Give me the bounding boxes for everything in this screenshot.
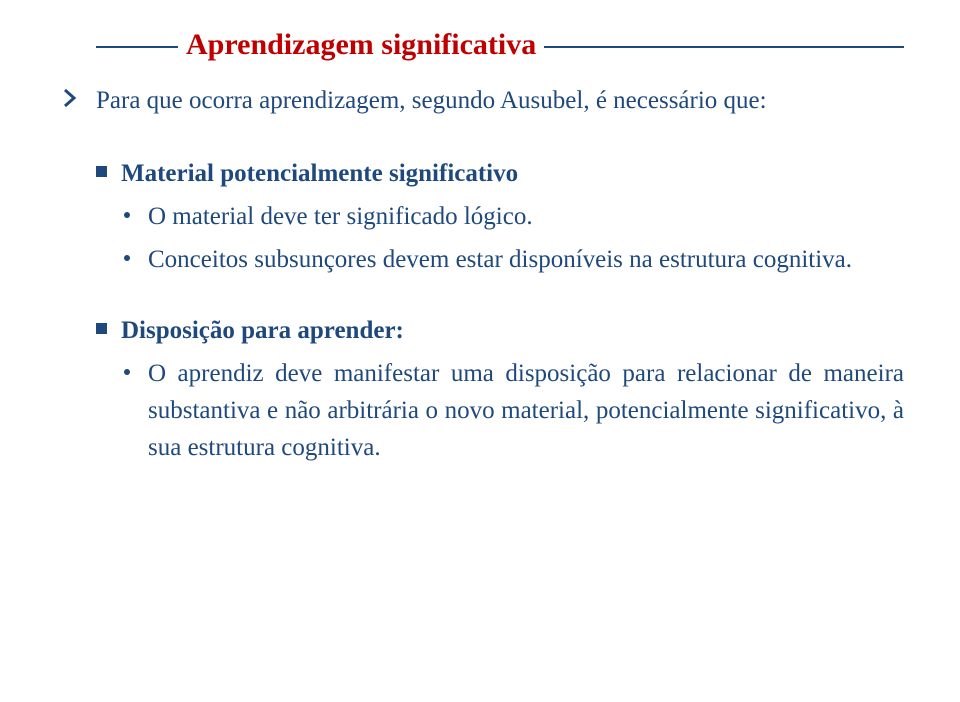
slide-title: Aprendizagem significativa xyxy=(186,28,536,62)
list-item-text: Conceitos subsunçores devem estar dispon… xyxy=(148,241,852,278)
square-bullet-icon xyxy=(96,166,107,177)
section1-list: O material deve ter significado lógico. … xyxy=(124,198,904,278)
title-line-left xyxy=(96,46,178,48)
section1-heading-row: Material potencialmente significativo xyxy=(96,155,904,192)
section2-heading-row: Disposição para aprender: xyxy=(96,312,904,349)
square-bullet-icon xyxy=(96,323,107,334)
list-item-text: O aprendiz deve manifestar uma disposiçã… xyxy=(148,355,904,466)
arrow-right-icon xyxy=(62,88,82,108)
dot-bullet-icon xyxy=(124,369,130,375)
list-item: O material deve ter significado lógico. xyxy=(124,198,904,235)
intro-bullet: Para que ocorra aprendizagem, segundo Au… xyxy=(62,82,904,119)
list-item: Conceitos subsunçores devem estar dispon… xyxy=(124,241,904,278)
dot-bullet-icon xyxy=(124,255,130,261)
list-item: O aprendiz deve manifestar uma disposiçã… xyxy=(124,355,904,466)
section2-list: O aprendiz deve manifestar uma disposiçã… xyxy=(124,355,904,466)
slide: Aprendizagem significativa Para que ocor… xyxy=(0,0,960,702)
dot-bullet-icon xyxy=(124,212,130,218)
intro-text: Para que ocorra aprendizagem, segundo Au… xyxy=(96,82,767,119)
title-row: Aprendizagem significativa xyxy=(96,28,904,62)
list-item-text: O material deve ter significado lógico. xyxy=(148,198,533,235)
content: Para que ocorra aprendizagem, segundo Au… xyxy=(56,82,904,466)
section2-heading: Disposição para aprender: xyxy=(121,312,404,349)
section1-heading: Material potencialmente significativo xyxy=(121,155,518,192)
title-line-right xyxy=(544,46,904,48)
